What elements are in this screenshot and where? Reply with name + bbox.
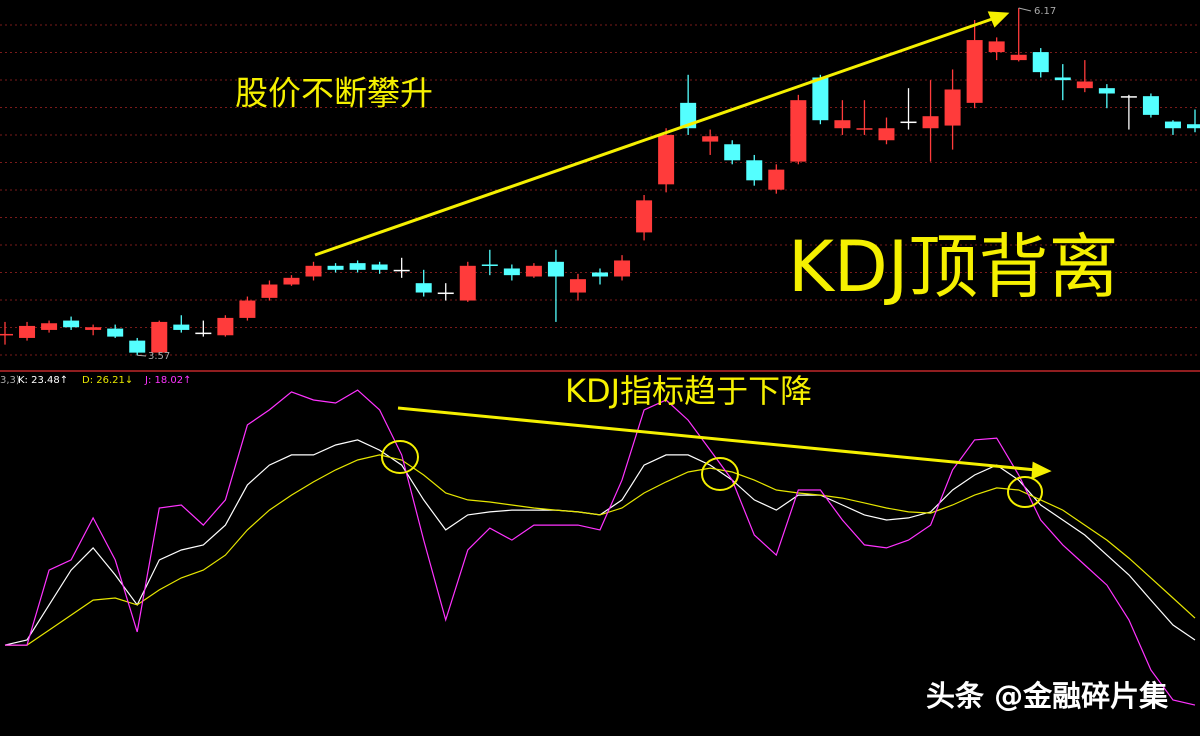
candle-body [151, 321, 168, 353]
candle-body [878, 128, 895, 141]
candle-body [327, 265, 344, 270]
plot [0, 7, 1200, 706]
candle-body [1010, 54, 1027, 61]
arrow-head [987, 11, 1010, 28]
candle-body [636, 200, 653, 233]
candle-body [569, 279, 586, 293]
circle [1007, 476, 1043, 508]
candle-body [724, 144, 741, 161]
candle-body [1054, 77, 1071, 81]
circle [701, 457, 739, 491]
indicator-line [5, 454, 1196, 646]
candle-body [19, 325, 36, 338]
candle-body [107, 328, 124, 337]
annotation: KDJ顶背离 [788, 226, 1118, 308]
candle-body [85, 327, 102, 330]
arrow [314, 16, 996, 257]
candle-body [415, 283, 432, 293]
indicator-line [5, 389, 1196, 706]
candle-body [944, 89, 961, 126]
candle-body [283, 277, 300, 285]
candle-body [1098, 88, 1115, 94]
annotation: 股价不断攀升 [235, 74, 433, 113]
candle-body [988, 41, 1005, 53]
candle-body [1164, 121, 1181, 129]
grid [0, 24, 1200, 356]
high-label: 6.17 [1034, 6, 1056, 17]
candle-body [680, 102, 697, 129]
legend-entry: D: 26.21↓ [82, 375, 133, 386]
legend-entry: J: 18.02↑ [144, 375, 192, 386]
candle-body [966, 40, 983, 103]
candle-body [41, 323, 58, 330]
candle-body [1142, 96, 1159, 115]
candle-body [1076, 81, 1093, 89]
candle-body [393, 269, 410, 272]
candle-body [371, 264, 388, 270]
indicator-label: 3,3) [0, 375, 20, 386]
candle-body [1032, 52, 1049, 73]
arrow-head [1031, 461, 1052, 480]
candle-body [217, 317, 234, 336]
candle-body [481, 264, 498, 266]
candle-body [129, 340, 146, 353]
candle-body [768, 169, 785, 190]
legend-entry: K: 23.48↑ [18, 375, 68, 386]
candle-body [437, 292, 454, 295]
annotation-shapes [314, 11, 1052, 508]
low-pointer [137, 354, 147, 357]
candle-body [900, 121, 917, 124]
candle-body [812, 77, 829, 121]
low-label: 3.57 [148, 351, 170, 362]
candle-body [459, 265, 476, 301]
candle-body [856, 128, 873, 130]
candle-body [305, 265, 322, 277]
candle-body [614, 260, 631, 277]
watermark: 头条 @金融碎片集 [926, 679, 1169, 713]
candle-body [525, 265, 542, 277]
candle-body [349, 263, 366, 270]
candle-body [834, 120, 851, 129]
candle-body [746, 160, 763, 181]
candle-body [173, 324, 190, 330]
arrow [397, 406, 1037, 472]
candle-body [702, 136, 719, 142]
candle-body [1120, 96, 1137, 98]
candle-body [195, 332, 212, 335]
candle-body [658, 134, 675, 185]
candle-body [63, 320, 80, 328]
candle-body [547, 261, 564, 277]
candle-body [239, 300, 256, 318]
candle-body [922, 116, 939, 129]
candle-body [503, 268, 520, 276]
candle-body [592, 272, 608, 277]
candle-body [790, 100, 807, 162]
circle [381, 440, 419, 474]
high-pointer [1018, 7, 1032, 12]
candle-body [0, 333, 13, 336]
candle-body [261, 284, 278, 298]
candle-body [1187, 124, 1200, 129]
annotation: KDJ指标趋于下降 [565, 372, 812, 410]
